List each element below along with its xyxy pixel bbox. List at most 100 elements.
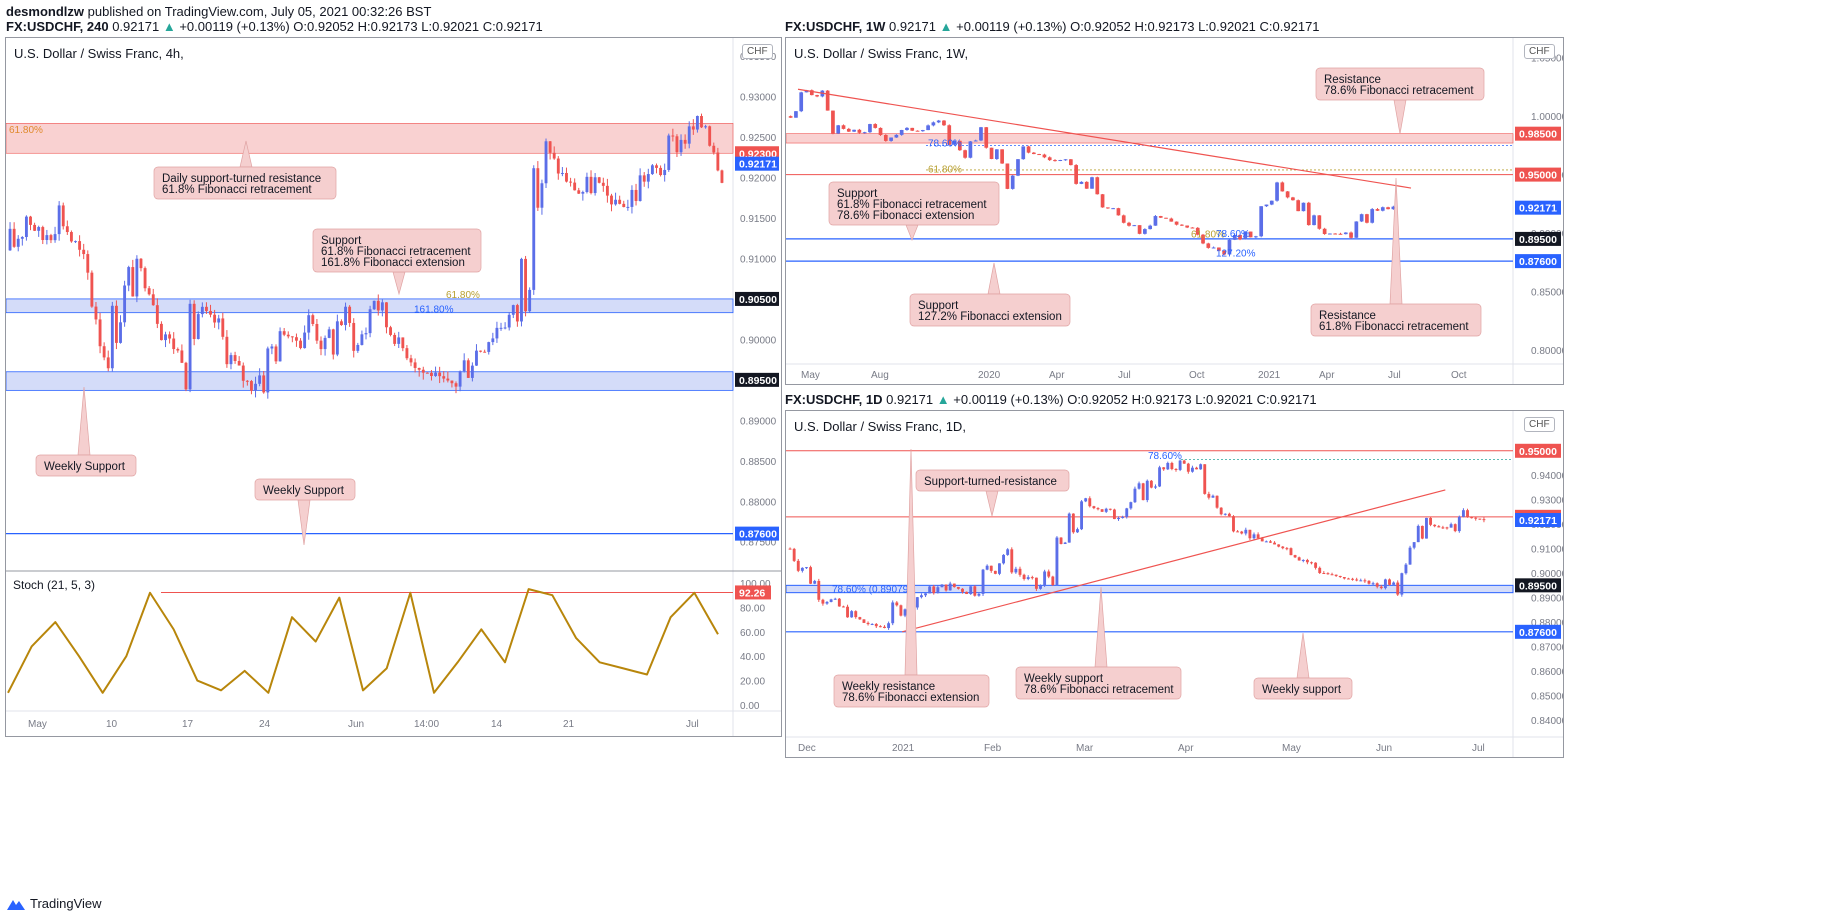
candle-body: [984, 127, 989, 148]
open-value: O:0.92052: [1070, 19, 1131, 34]
callout-text: Weekly support: [1024, 673, 1104, 685]
candle-body: [458, 371, 462, 387]
candle-body: [544, 141, 548, 184]
chart-svg-h4[interactable]: 61.80%61.80%161.80%0.935000.930000.92500…: [6, 38, 781, 736]
symbol-label[interactable]: FX:USDCHF, 1D: [785, 392, 883, 407]
fib-label: 127.20%: [1216, 248, 1256, 259]
callout-weekly-support-2[interactable]: Weekly Support: [254, 478, 356, 546]
candle-body: [176, 349, 180, 351]
candle-body: [286, 334, 290, 337]
candle-body: [241, 365, 245, 381]
price-tick-label: 0.88500: [740, 457, 777, 468]
callout-weekly-support[interactable]: Weekly support: [1253, 632, 1353, 700]
footer-brand[interactable]: TradingView: [6, 896, 102, 911]
chart-panel-h4[interactable]: 61.80%61.80%161.80%0.935000.930000.92500…: [5, 37, 782, 737]
candle-body: [1207, 493, 1211, 498]
callout-text: 127.2% Fibonacci extension: [918, 311, 1062, 323]
candle-body: [1203, 464, 1207, 494]
time-tick-label: 2021: [1258, 370, 1281, 381]
candle-body: [989, 147, 994, 160]
candle-body: [1478, 518, 1482, 520]
candle-body: [1379, 586, 1383, 589]
symbol-label[interactable]: FX:USDCHF, 240: [6, 19, 109, 34]
candle-body: [217, 318, 221, 323]
time-tick-label: Mar: [1076, 743, 1094, 754]
candle-body: [1238, 234, 1242, 240]
candle-body: [1232, 516, 1235, 532]
candle-body: [151, 294, 155, 306]
callout-text: 78.6% Fibonacci retracement: [1324, 85, 1474, 97]
candle-body: [1301, 559, 1305, 561]
price-tick-label: 0.93000: [740, 93, 777, 104]
candle-body: [1180, 224, 1184, 226]
candle-body: [969, 586, 973, 595]
time-tick-label: 14:00: [414, 719, 439, 730]
candle-body: [1380, 207, 1385, 211]
candle-body: [1031, 152, 1036, 155]
candle-body: [691, 126, 695, 130]
candle-body: [868, 124, 872, 133]
time-tick-label: Jun: [1376, 743, 1392, 754]
currency-badge[interactable]: CHF: [742, 44, 773, 59]
up-arrow-icon: ▲: [936, 392, 950, 407]
price-tag-label: 0.92171: [1519, 203, 1557, 215]
currency-badge[interactable]: CHF: [1524, 44, 1555, 59]
price-tag: [735, 156, 779, 171]
price-tick-label: 0.89000: [740, 416, 777, 427]
candle-body: [147, 288, 151, 295]
candle-body: [862, 132, 867, 134]
candle-body: [1312, 215, 1316, 226]
candle-body: [61, 205, 65, 227]
candle-body: [638, 175, 642, 201]
fib-label: 61.80%: [928, 164, 962, 175]
callout-text: 78.6% Fibonacci extension: [842, 692, 979, 704]
candle-body: [883, 134, 888, 141]
candle-body: [1037, 154, 1041, 156]
candle-body: [1005, 163, 1010, 189]
candle-body: [796, 560, 800, 571]
price-tick-label: 0.88000: [740, 497, 777, 508]
callout-weekly-support[interactable]: Weekly Support: [35, 386, 137, 477]
candle-body: [475, 350, 478, 366]
candle-body: [1355, 579, 1359, 581]
time-tick-label: Apr: [1319, 370, 1335, 381]
candle-body: [1002, 554, 1005, 564]
price-tick-label: 100.00: [740, 579, 771, 590]
author-name[interactable]: desmondlzw: [6, 4, 85, 19]
candle-body: [413, 362, 417, 368]
candle-body: [65, 226, 69, 233]
callout-support-turned-resistance[interactable]: Support-turned-resistance: [915, 469, 1070, 517]
candle-body: [788, 116, 793, 118]
chart-panel-w1[interactable]: 78.60%61.80%61.80%78.60%127.20%1.050001.…: [785, 37, 1564, 385]
candle-body: [837, 598, 841, 607]
candle-body: [846, 606, 849, 618]
price-tick-label: 60.00: [740, 628, 765, 639]
candle-body: [910, 127, 915, 131]
price-tag-label: 92.26: [739, 587, 765, 599]
symbol-label[interactable]: FX:USDCHF, 1W: [785, 19, 886, 34]
candle-body: [1117, 517, 1120, 520]
candle-body: [278, 331, 282, 362]
candle-body: [948, 583, 952, 591]
price-tag: [1515, 578, 1561, 593]
currency-badge[interactable]: CHF: [1524, 417, 1555, 432]
price-tick-label: 80.00: [740, 603, 765, 614]
chart-svg-w1[interactable]: 78.60%61.80%61.80%78.60%127.20%1.050001.…: [786, 38, 1563, 384]
candle-body: [425, 372, 429, 374]
candle-body: [483, 351, 487, 353]
candle-body: [209, 310, 212, 315]
candle-body: [695, 116, 699, 130]
candle-body: [952, 140, 957, 145]
price-tag-label: 0.89500: [1519, 580, 1557, 592]
candle-body: [1164, 217, 1168, 219]
